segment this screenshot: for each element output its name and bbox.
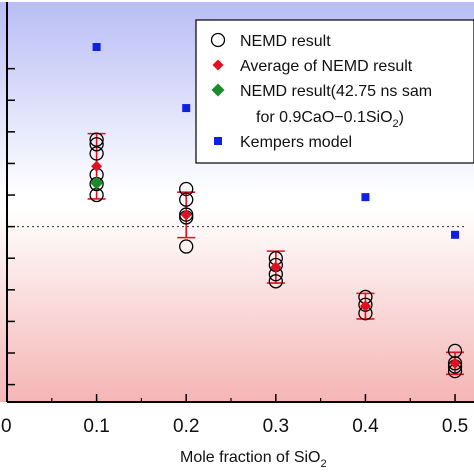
x-tick-label: 0.1	[83, 416, 109, 437]
legend-label-sample-line2: for 0.9CaO−0.1SiO2)	[256, 109, 404, 130]
legend-label-kempers: Kempers model	[240, 134, 352, 151]
legend-marker-sample	[211, 83, 225, 97]
legend-box	[195, 19, 474, 164]
nemd-point	[447, 356, 463, 371]
kempers-point	[182, 104, 191, 113]
average-point	[270, 261, 282, 273]
nemd-point	[268, 274, 283, 289]
kempers-point	[361, 193, 370, 202]
legend-marker-nemd	[210, 32, 226, 48]
x-tick-label: 0	[1, 416, 12, 437]
legend-marker-kempers	[214, 137, 222, 145]
legend-label-average: Average of NEMD result	[240, 58, 413, 75]
x-tick-label: 0.5	[442, 416, 468, 437]
average-point	[91, 160, 103, 172]
nemd-point	[89, 132, 104, 147]
average-point	[180, 209, 192, 221]
average-point	[359, 300, 371, 312]
average-point	[449, 357, 461, 369]
nemd-point	[179, 181, 194, 197]
nemd-point	[89, 137, 104, 152]
legend-marker-average	[212, 59, 224, 71]
nemd-point	[179, 192, 194, 207]
nemd-point	[89, 146, 104, 161]
legend-markers	[210, 32, 226, 145]
legend-label-nemd: NEMD result	[240, 33, 331, 50]
x-tick-label: 0.4	[352, 416, 379, 437]
nemd-point	[179, 239, 194, 254]
marker-layer	[89, 43, 463, 379]
x-tick-label: 0.3	[263, 416, 289, 437]
x-tick-label: 0.2	[173, 416, 199, 437]
x-axis-title: Mole fraction of SiO2	[180, 449, 327, 470]
axis-layer: 0 0.1 0.2 0.3 0.4 0.5	[1, 2, 474, 437]
sample-point	[90, 176, 104, 190]
kempers-point	[92, 43, 101, 51]
legend-label-sample: NEMD result(42.75 ns sam	[240, 83, 432, 100]
legend: NEMD result Average of NEMD result NEMD …	[195, 19, 474, 164]
kempers-point	[451, 230, 460, 239]
